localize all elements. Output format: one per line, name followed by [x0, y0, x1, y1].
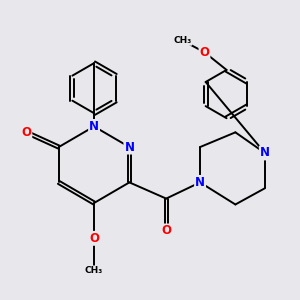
Text: CH₃: CH₃ [85, 266, 103, 275]
Text: O: O [200, 46, 209, 59]
Text: O: O [21, 126, 31, 139]
Text: N: N [195, 176, 205, 189]
Text: O: O [89, 232, 99, 245]
Text: CH₃: CH₃ [173, 36, 191, 45]
Text: N: N [260, 146, 270, 159]
Text: N: N [89, 120, 99, 133]
Text: O: O [161, 224, 171, 238]
Text: N: N [124, 141, 134, 154]
